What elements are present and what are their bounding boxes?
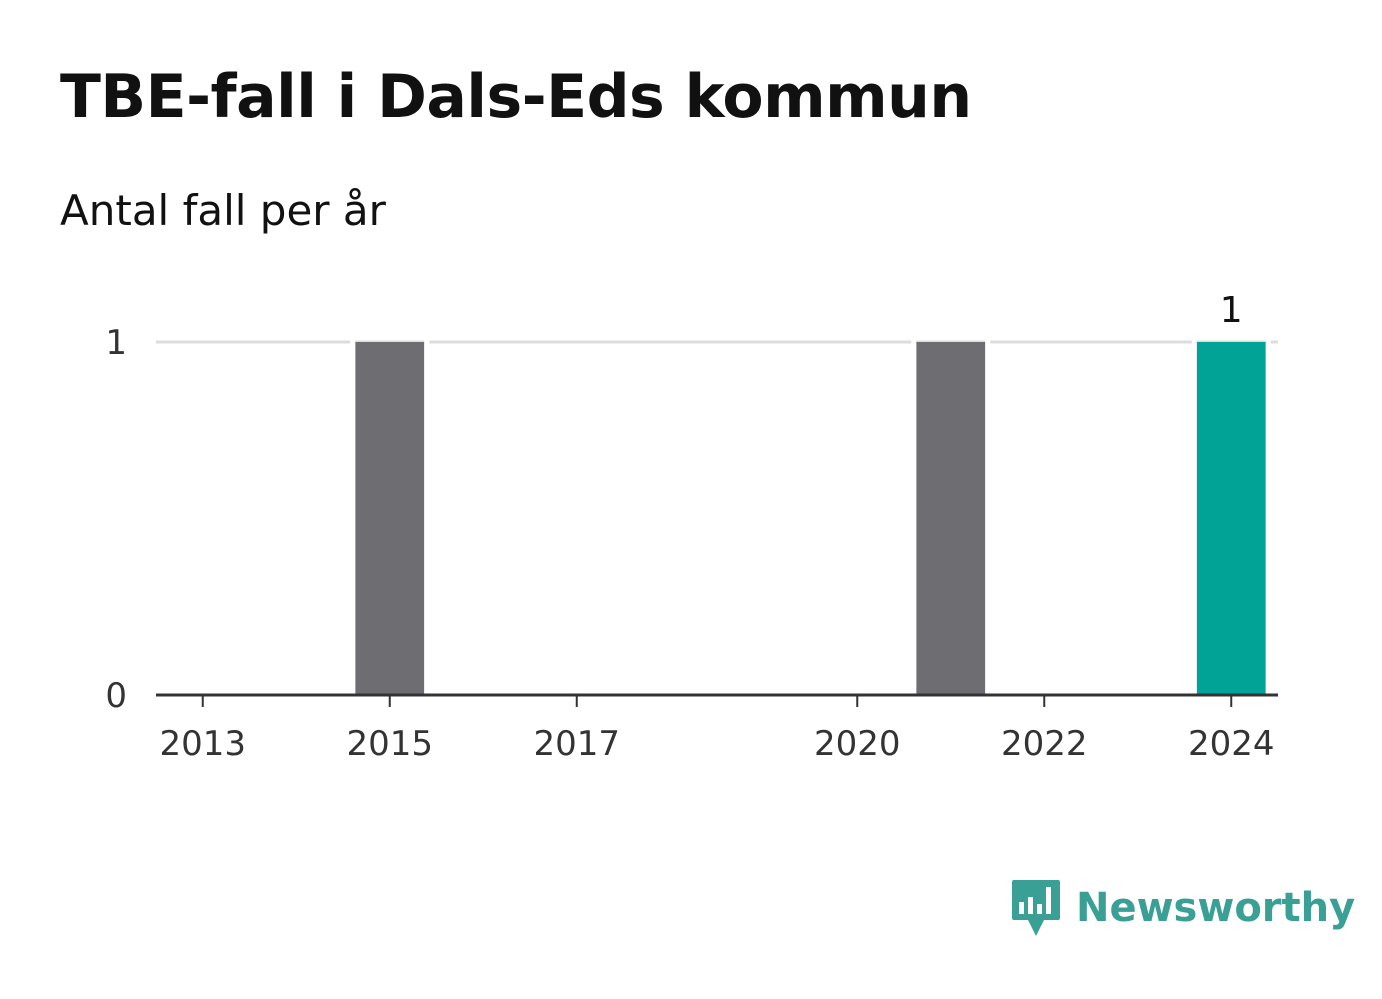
newsworthy-logo: Newsworthy [1010,878,1355,938]
x-tick-label: 2015 [346,724,433,764]
bars [350,340,1271,695]
data-label-2024: 1 [1220,290,1243,331]
bar-2015 [355,342,425,695]
bar-chart: 01 2013 2015 2017 2020 2022 2024 1 [105,290,1278,764]
x-tick-label: 2020 [814,724,901,764]
bar-2021 [916,342,986,695]
x-axis [156,693,1278,707]
x-tick-label: 2013 [159,724,246,764]
chart-subtitle: Antal fall per år [60,186,386,235]
brand-name: Newsworthy [1076,885,1356,931]
x-tick-label: 2024 [1188,724,1275,764]
data-labels: 1 [1220,290,1243,331]
y-tick-label: 1 [105,323,127,363]
x-tick-label: 2022 [1001,724,1088,764]
bar-2024 [1196,342,1266,695]
y-axis-tick-labels: 01 [105,323,127,716]
chart-title: TBE-fall i Dals-Eds kommun [60,62,972,132]
newsworthy-logo-icon [1012,880,1060,936]
x-tick-label: 2017 [533,724,620,764]
y-tick-label: 0 [105,676,127,716]
x-axis-tick-labels: 2013 2015 2017 2020 2022 2024 [159,724,1274,764]
